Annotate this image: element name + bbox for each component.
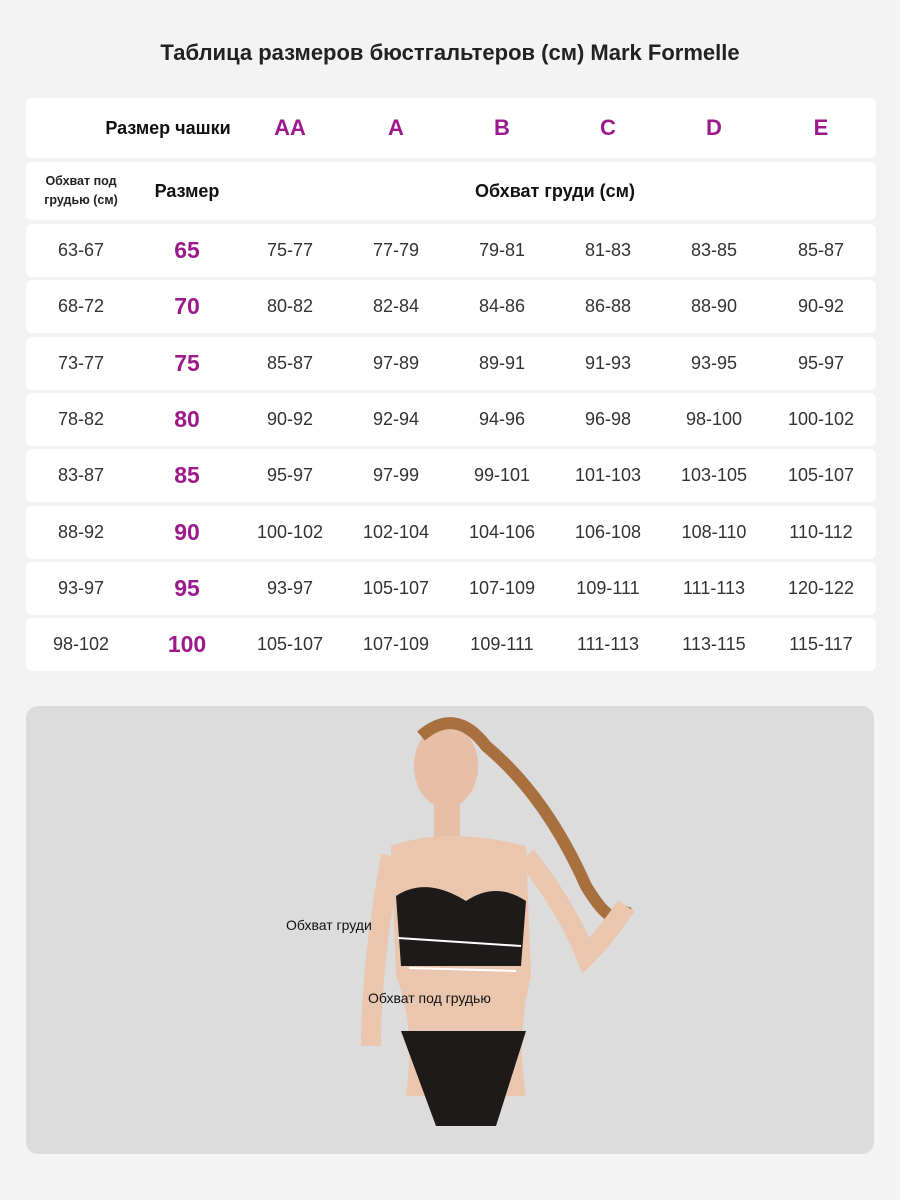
underbust-label: Обхват под грудью (368, 990, 491, 1006)
underbust-value: 78-82 (57, 408, 105, 429)
bust-value: 84-86 (478, 296, 526, 317)
bust-value: 80-82 (266, 296, 314, 317)
bust-value: 85-87 (797, 240, 845, 260)
table-row: 88-92 90 100-102 102-104 104-106 106-108 108-1… (26, 505, 876, 559)
bust-value: 79-81 (478, 240, 526, 260)
bust-value: 81-83 (584, 240, 632, 260)
table-row: 63-67 65 75-77 77-79 79-81 81-83 83-85 85-87 (26, 224, 876, 277)
bust-value: 77-79 (372, 240, 420, 260)
table-row: 68-72 70 80-82 82-84 84-86 86-88 88-90 90-92 (26, 280, 876, 334)
bust-value: 75-77 (266, 240, 314, 260)
bust-value: 105-107 (362, 577, 430, 598)
bust-value: 89-91 (478, 352, 526, 373)
bust-value: 100-102 (256, 521, 324, 542)
model-photo: Обхват груди Обхват под грудью (26, 706, 874, 1154)
underbust-value: 98-102 (52, 634, 110, 655)
band-size: 85 (174, 462, 200, 489)
bust-value: 100-102 (787, 408, 855, 429)
bust-label: Обхват груди (286, 917, 372, 933)
cup-d: D (706, 115, 722, 140)
band-size: 75 (174, 349, 200, 376)
underbust-header: Обхват под грудью (см) (44, 174, 118, 207)
bust-value: 109-111 (576, 577, 640, 598)
bust-value: 104-106 (468, 521, 536, 542)
bust-value: 98-100 (685, 408, 743, 429)
band-size: 65 (174, 237, 200, 263)
size-header: Размер (154, 180, 220, 201)
bust-value: 93-97 (266, 577, 314, 598)
table-row: 98-102 100 105-107 107-109 109-111 111-113 113… (26, 618, 876, 672)
underbust-value: 73-77 (57, 352, 105, 373)
bust-value: 111-113 (576, 634, 640, 655)
bust-value: 86-88 (584, 296, 632, 317)
bust-value: 113-115 (682, 634, 746, 655)
bust-value: 103-105 (680, 465, 748, 486)
band-size: 100 (167, 631, 207, 658)
bust-value: 96-98 (584, 408, 632, 429)
bust-value: 110-112 (789, 521, 853, 542)
band-size: 95 (174, 574, 200, 601)
bust-value: 85-87 (266, 352, 314, 373)
cup-aa: AA (274, 115, 306, 140)
cup-size-label: Размер чашки (105, 117, 231, 138)
bust-value: 107-109 (468, 577, 536, 598)
underbust-value: 63-67 (57, 240, 105, 260)
band-size: 70 (174, 293, 200, 320)
bust-value: 107-109 (362, 634, 430, 655)
bust-value: 105-107 (787, 465, 855, 486)
bust-value: 95-97 (797, 352, 845, 373)
bust-value: 102-104 (362, 521, 430, 542)
bust-value: 99-101 (473, 465, 531, 486)
bust-value: 82-84 (372, 296, 420, 317)
underbust-value: 83-87 (57, 465, 105, 486)
bust-value: 105-107 (256, 634, 324, 655)
bust-value: 92-94 (372, 408, 420, 429)
bust-value: 95-97 (266, 465, 314, 486)
subheader-row: Обхват под грудью (см) Размер Обхват гру… (26, 162, 876, 220)
table-row: 78-82 80 90-92 92-94 94-96 96-98 98-100 100-102 (26, 392, 876, 446)
band-size: 90 (174, 518, 200, 545)
cup-a: A (388, 115, 404, 140)
cup-b: B (494, 115, 510, 140)
band-size: 80 (174, 405, 200, 432)
bust-value: 88-90 (690, 296, 738, 317)
bust-value: 93-95 (690, 352, 738, 373)
bust-value: 111-113 (682, 577, 746, 598)
underbust-value: 88-92 (57, 521, 105, 542)
page-title: Таблица размеров бюстгальтеров (см) Mark… (160, 40, 740, 65)
bust-value: 109-111 (470, 634, 534, 655)
cup-c: C (600, 115, 616, 140)
cup-header-row: Размер чашки AA A B C D E (26, 98, 876, 158)
table-row: 73-77 75 85-87 97-89 89-91 91-93 93-95 95-97 (26, 336, 876, 390)
bust-value: 120-122 (787, 577, 855, 598)
bust-value: 106-108 (574, 521, 642, 542)
bust-value: 91-93 (584, 352, 632, 373)
bust-value: 83-85 (690, 240, 738, 260)
bust-value: 115-117 (789, 634, 853, 655)
bust-value: 90-92 (797, 296, 845, 317)
bust-value: 101-103 (574, 465, 642, 486)
underbust-value: 93-97 (57, 577, 105, 598)
bust-value: 97-89 (372, 352, 420, 373)
cup-e: E (813, 115, 829, 140)
bust-value: 108-110 (681, 521, 747, 542)
bust-header: Обхват груди (см) (475, 180, 635, 201)
underbust-value: 68-72 (57, 296, 105, 317)
table-row: 93-97 95 93-97 105-107 107-109 109-111 111-113… (26, 561, 876, 615)
table-row: 83-87 85 95-97 97-99 99-101 101-103 103-105 105… (26, 449, 876, 503)
model-illustration (361, 717, 635, 1126)
bust-value: 90-92 (266, 408, 314, 429)
bust-value: 94-96 (478, 408, 526, 429)
bust-value: 97-99 (372, 465, 420, 486)
